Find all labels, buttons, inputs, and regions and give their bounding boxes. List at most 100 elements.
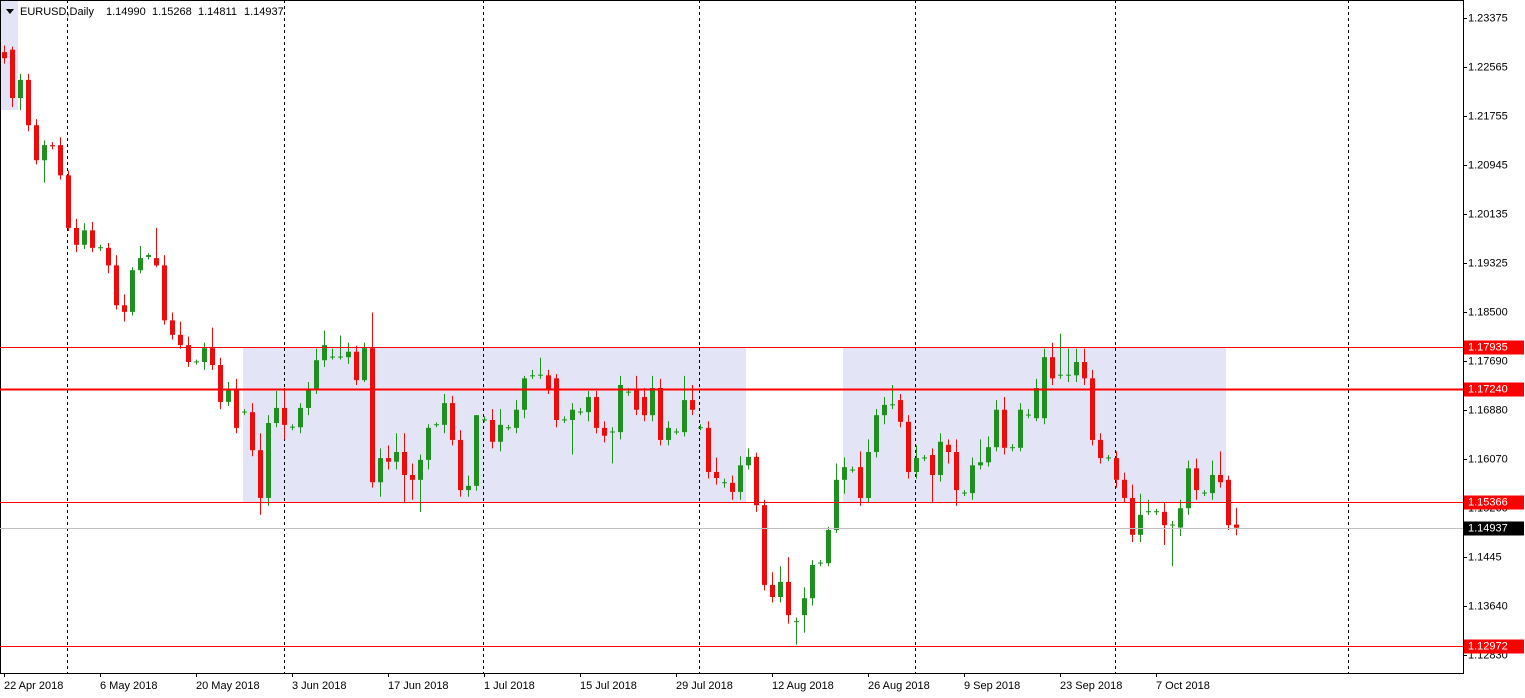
candle-body: [178, 334, 183, 346]
candle-body: [1050, 357, 1055, 379]
candle-body: [42, 145, 47, 161]
candle-body: [162, 265, 167, 321]
x-tick-label: 29 Jul 2018: [676, 680, 733, 692]
candle-body: [146, 255, 151, 257]
candles: [2, 45, 1239, 645]
candle-body: [1234, 524, 1239, 528]
candle-body: [666, 427, 671, 440]
candle-body: [754, 456, 759, 506]
candle-body: [18, 79, 23, 99]
x-tick-label: 1 Jul 2018: [484, 680, 535, 692]
candle-body: [978, 462, 983, 466]
candle-body: [82, 230, 87, 245]
level-label-box: [1464, 340, 1524, 355]
candle-body: [602, 427, 607, 436]
candle-body: [98, 247, 103, 249]
x-tick-label: 7 Oct 2018: [1156, 680, 1210, 692]
candle-body: [34, 125, 39, 161]
y-tick-label: 1.23375: [1468, 12, 1508, 24]
x-tick-label: 23 Sep 2018: [1060, 680, 1122, 692]
candle-body: [914, 458, 919, 472]
candle-body: [842, 467, 847, 480]
candle-body: [730, 482, 735, 492]
bid-label: 1.14937: [1468, 522, 1508, 534]
candle-body: [474, 415, 479, 486]
candle-body: [170, 320, 175, 335]
candle-body: [898, 400, 903, 422]
candle-body: [306, 389, 311, 408]
candle-body: [282, 407, 287, 425]
candle-body: [786, 581, 791, 616]
candle-body: [450, 403, 455, 440]
candle-body: [490, 420, 495, 442]
candle-body: [946, 444, 951, 453]
candle-body: [658, 387, 663, 440]
candle-body: [562, 419, 567, 421]
y-tick-label: 1.19325: [1468, 257, 1508, 269]
candle-body: [1162, 511, 1167, 526]
candle-body: [962, 492, 967, 494]
candle-body: [546, 375, 551, 390]
candle-body: [154, 258, 159, 266]
candle-body: [554, 378, 559, 421]
candle-body: [1202, 492, 1207, 494]
candle-body: [850, 469, 855, 471]
candle-body: [682, 400, 687, 433]
candle-body: [418, 459, 423, 480]
candle-body: [618, 384, 623, 433]
candle-body: [1130, 497, 1135, 535]
candle-body: [258, 450, 263, 498]
candle-body: [986, 447, 991, 463]
candle-body: [1026, 414, 1031, 416]
candle-body: [442, 403, 447, 425]
candle-body: [1074, 362, 1079, 376]
candle-body: [674, 431, 679, 433]
candle-body: [482, 419, 487, 421]
level-label: 1.17935: [1468, 341, 1508, 353]
candle-body: [530, 375, 535, 377]
candle-body: [738, 465, 743, 492]
y-tick-label: 1.1445: [1468, 551, 1502, 563]
candle-body: [1066, 374, 1071, 376]
candle-body: [770, 584, 775, 598]
candle-body: [130, 270, 135, 312]
candle-body: [354, 351, 359, 381]
candle-body: [194, 361, 199, 363]
level-label-box: [1464, 639, 1524, 654]
level-label: 1.12972: [1468, 640, 1508, 652]
candle-body: [818, 562, 823, 564]
candle-body: [826, 529, 831, 564]
candle-body: [290, 426, 295, 428]
candle-body: [1210, 474, 1215, 494]
x-tick-label: 15 Jul 2018: [580, 680, 637, 692]
candle-body: [610, 431, 615, 433]
candle-body: [234, 389, 239, 428]
candle-body: [1194, 468, 1199, 491]
y-tick-label: 1.22565: [1468, 61, 1508, 73]
candle-body: [378, 458, 383, 483]
candle-body: [50, 145, 55, 147]
candle-body: [802, 598, 807, 616]
header-high: 1.15268: [152, 6, 192, 18]
level-label-box: [1464, 495, 1524, 510]
candle-body: [714, 471, 719, 479]
candle-body: [1114, 458, 1119, 480]
candle-body: [794, 621, 799, 623]
candle-body: [1010, 447, 1015, 449]
candle-body: [66, 175, 71, 228]
y-tick-label: 1.21755: [1468, 110, 1508, 122]
candle-body: [394, 452, 399, 462]
x-tick-label: 26 Aug 2018: [868, 680, 930, 692]
y-tick-label: 1.18500: [1468, 306, 1508, 318]
candle-body: [1034, 387, 1039, 419]
candle-body: [402, 452, 407, 475]
candle-body: [922, 457, 927, 459]
y-tick-label: 1.20945: [1468, 159, 1508, 171]
candle-body: [650, 387, 655, 416]
candle-body: [2, 52, 7, 59]
candle-body: [370, 348, 375, 483]
x-tick-label: 20 May 2018: [196, 680, 260, 692]
candle-body: [698, 427, 703, 429]
candle-body: [970, 465, 975, 494]
